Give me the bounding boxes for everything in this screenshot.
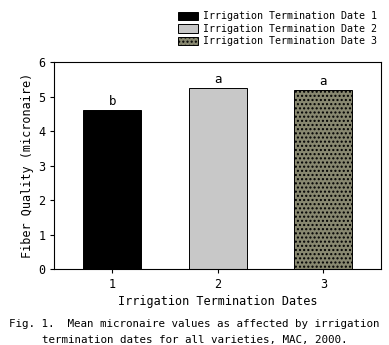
Text: a: a	[214, 73, 222, 86]
Legend: Irrigation Termination Date 1, Irrigation Termination Date 2, Irrigation Termina: Irrigation Termination Date 1, Irrigatio…	[175, 8, 380, 49]
Bar	[189, 88, 247, 269]
Y-axis label: Fiber Quality (micronaire): Fiber Quality (micronaire)	[21, 73, 34, 258]
Bar	[294, 90, 352, 269]
Text: b: b	[109, 95, 116, 108]
Text: Fig. 1.  Mean micronaire values as affected by irrigation: Fig. 1. Mean micronaire values as affect…	[9, 319, 380, 329]
Text: a: a	[319, 75, 327, 88]
Text: termination dates for all varieties, MAC, 2000.: termination dates for all varieties, MAC…	[42, 335, 347, 345]
Bar	[84, 110, 142, 269]
X-axis label: Irrigation Termination Dates: Irrigation Termination Dates	[118, 295, 317, 308]
